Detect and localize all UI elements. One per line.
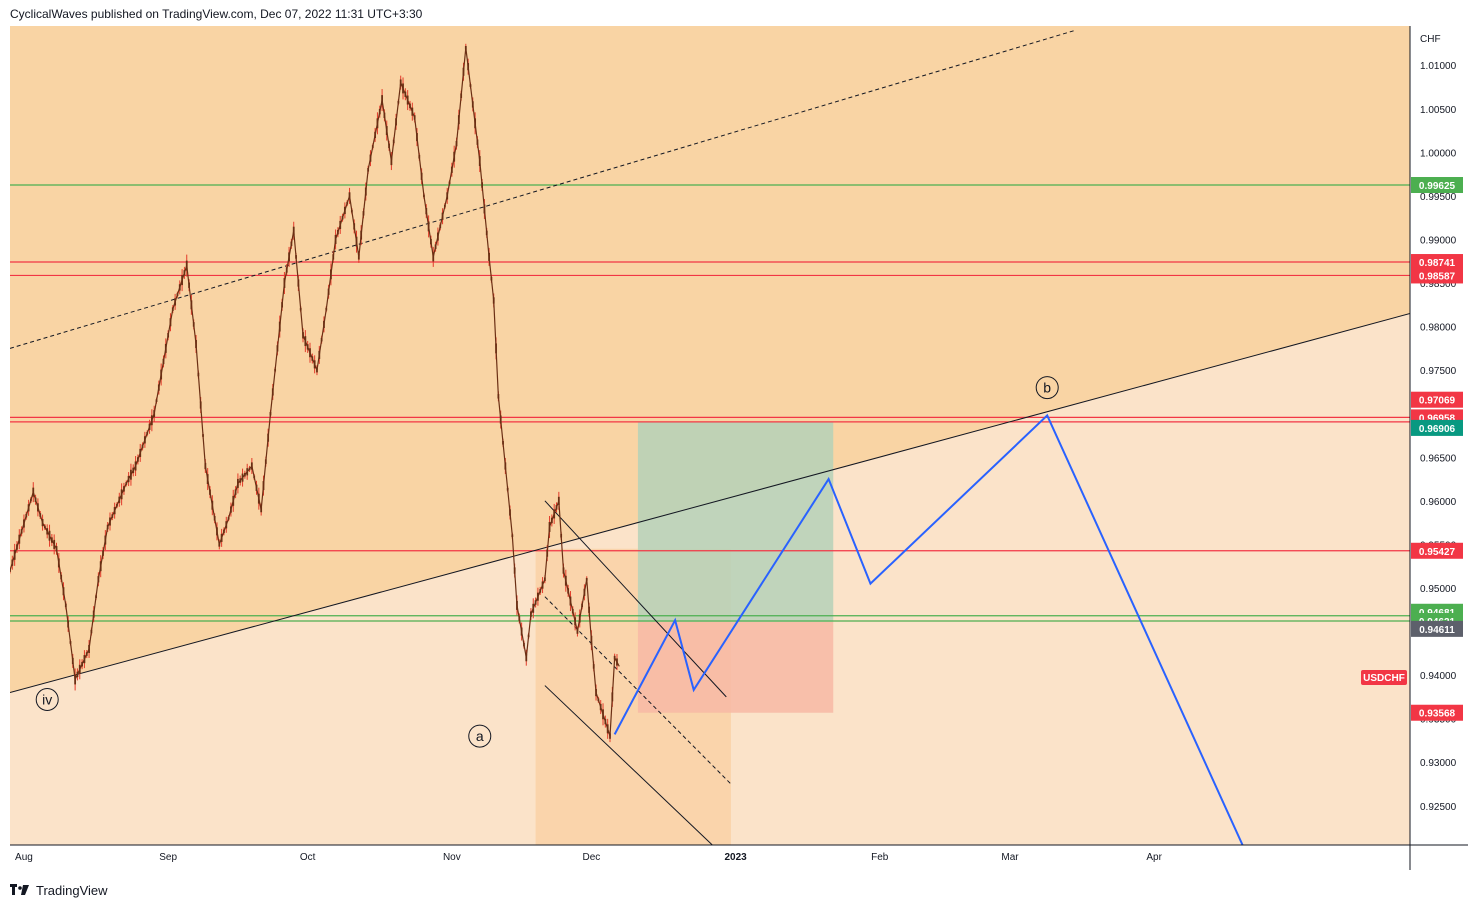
time-tick-label: Apr bbox=[1146, 852, 1162, 863]
trendline bbox=[544, 500, 727, 698]
price-badge-text: 0.96958 bbox=[1419, 413, 1456, 424]
price-tick-label: 0.98500 bbox=[1420, 279, 1457, 290]
publish-header: CyclicalWaves published on TradingView.c… bbox=[10, 7, 423, 21]
tradingview-logo-icon bbox=[10, 884, 29, 895]
price-badge-text: 0.97069 bbox=[1419, 396, 1456, 407]
time-tick-label: Aug bbox=[15, 852, 33, 863]
price-badge bbox=[1411, 177, 1463, 194]
footer-brand: TradingView bbox=[36, 882, 108, 898]
time-tick-label: Oct bbox=[300, 852, 316, 863]
price-series-line bbox=[10, 47, 620, 737]
price-badge bbox=[1411, 620, 1463, 637]
price-badge-text: 0.95427 bbox=[1419, 547, 1456, 558]
price-badge-text: 0.93568 bbox=[1419, 709, 1456, 720]
wave-label-circle bbox=[468, 724, 492, 748]
price-axis[interactable]: 1.01000 1.00500 1.00000 0.99500 0.99000 0.985… bbox=[1420, 61, 1457, 813]
price-badge-text: 0.94611 bbox=[1419, 625, 1455, 636]
price-tick-label: 0.92500 bbox=[1420, 802, 1457, 813]
time-tick-label: Nov bbox=[443, 852, 461, 863]
price-tick-label: 0.94000 bbox=[1420, 671, 1457, 682]
currency-label: CHF bbox=[1420, 34, 1441, 45]
price-badge bbox=[1411, 419, 1463, 436]
time-tick-label: Sep bbox=[159, 852, 177, 863]
price-tick-label: 0.99500 bbox=[1420, 192, 1457, 203]
price-labels: 0.99625 0.98741 0.98587 0.97069 0.969580.969… bbox=[1411, 177, 1463, 721]
price-badge bbox=[1411, 542, 1463, 559]
trendline bbox=[10, 313, 1410, 694]
price-tick-label: 1.00500 bbox=[1420, 105, 1457, 116]
price-badge bbox=[1411, 267, 1463, 284]
price-tick-label: 0.93000 bbox=[1420, 758, 1457, 769]
price-badge-text: 0.96906 bbox=[1419, 424, 1456, 435]
trendline bbox=[544, 685, 713, 845]
symbol-badge-text: USDCHF bbox=[1363, 673, 1405, 684]
price-tick-label: 1.00000 bbox=[1420, 148, 1457, 159]
price-badge-text: 0.99625 bbox=[1419, 181, 1456, 192]
price-badge-text: 0.98741 bbox=[1419, 258, 1456, 269]
projection-path bbox=[613, 413, 1244, 845]
price-badge-text: 0.98587 bbox=[1419, 271, 1456, 282]
price-tick-label: 0.97500 bbox=[1420, 366, 1457, 377]
price-badge bbox=[1411, 254, 1463, 271]
trendline bbox=[10, 29, 1076, 349]
plot-area[interactable]: iv a b bbox=[9, 26, 1410, 845]
upper-channel-zone bbox=[10, 26, 1410, 693]
time-tick-label: Dec bbox=[582, 852, 600, 863]
trendline bbox=[544, 596, 732, 785]
wave-label-iv: iv bbox=[42, 691, 52, 707]
price-tick-label: 0.95000 bbox=[1420, 584, 1457, 595]
time-tick-label: 2023 bbox=[724, 852, 747, 863]
symbol-badge: USDCHF bbox=[1361, 670, 1407, 685]
price-badge bbox=[1411, 704, 1463, 721]
price-tick-label: 0.99000 bbox=[1420, 235, 1457, 246]
time-axis[interactable]: Aug Sep Oct Nov Dec 2023 Feb Mar Apr bbox=[15, 852, 1163, 863]
long-target-zone bbox=[637, 421, 834, 622]
time-tick-label: Mar bbox=[1001, 852, 1019, 863]
time-tick-label: Feb bbox=[871, 852, 889, 863]
wave-label-circle bbox=[1035, 376, 1059, 400]
price-badge bbox=[1411, 391, 1463, 408]
footer: TradingView bbox=[10, 880, 108, 900]
price-tick-label: 0.96500 bbox=[1420, 453, 1457, 464]
wave-label-circle bbox=[35, 687, 59, 711]
wave-label-b: b bbox=[1043, 380, 1051, 396]
wave-label-a: a bbox=[476, 728, 484, 744]
price-tick-label: 0.96000 bbox=[1420, 497, 1457, 508]
price-tick-label: 1.01000 bbox=[1420, 61, 1457, 72]
price-tick-label: 0.98000 bbox=[1420, 323, 1457, 334]
